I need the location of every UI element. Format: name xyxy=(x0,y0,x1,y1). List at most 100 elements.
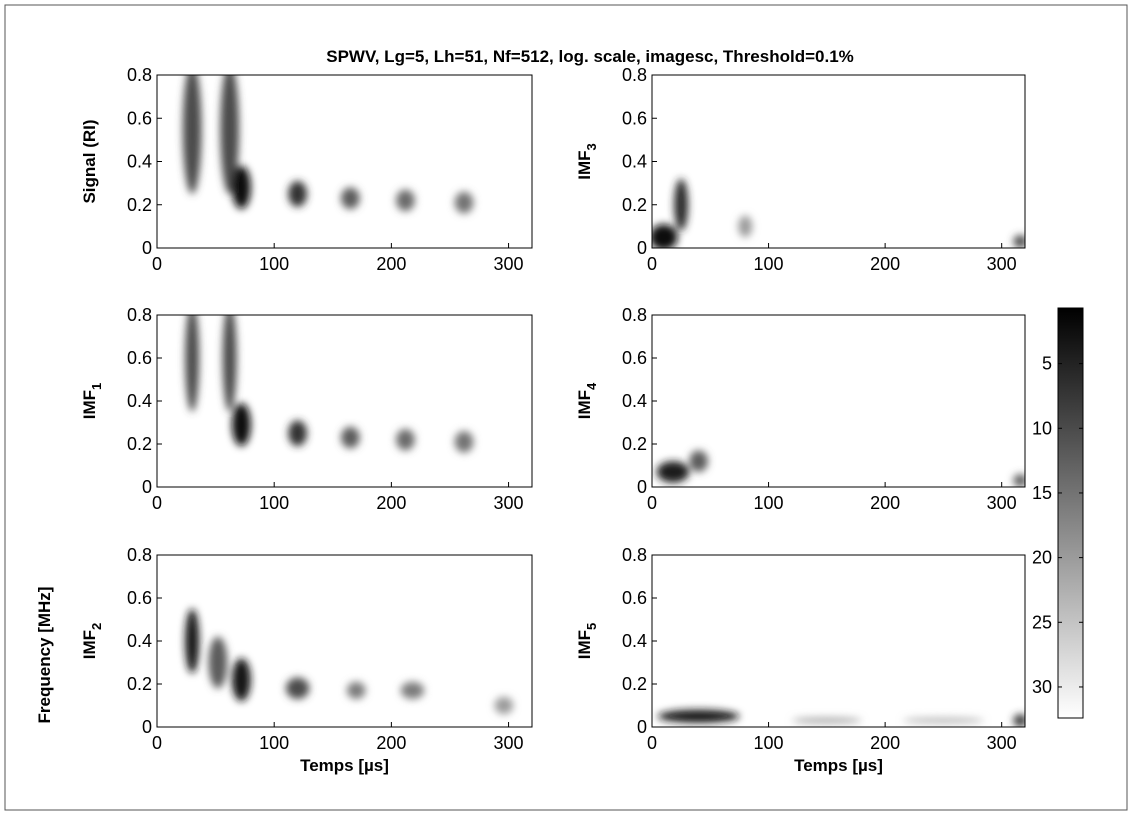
x-tick-label: 100 xyxy=(754,254,784,274)
x-tick-label: 200 xyxy=(376,493,406,513)
y-tick-label: 0.8 xyxy=(622,545,647,565)
y-tick-label: 0.6 xyxy=(127,348,152,368)
x-tick-label: 0 xyxy=(647,254,657,274)
y-label-sub: 1 xyxy=(89,383,104,390)
y-tick-label: 0.2 xyxy=(127,434,152,454)
y-tick-label: 0.4 xyxy=(622,391,647,411)
spot xyxy=(902,717,985,724)
y-tick-label: 0.4 xyxy=(622,152,647,172)
colorbar-tick-label: 10 xyxy=(1032,418,1052,438)
y-tick-label: 0.8 xyxy=(622,65,647,85)
spot xyxy=(288,420,307,447)
y-tick-label: 0.4 xyxy=(127,631,152,651)
colorbar-tick-label: 25 xyxy=(1032,612,1052,632)
plot-area xyxy=(157,75,532,248)
y-tick-label: 0.8 xyxy=(127,305,152,325)
spot xyxy=(494,696,514,715)
plot-area xyxy=(652,315,1025,487)
y-label-sub: 5 xyxy=(584,623,599,630)
y-label-text: Signal (RI) xyxy=(80,119,99,203)
spot xyxy=(454,431,474,453)
y-tick-label: 0.8 xyxy=(127,545,152,565)
y-label-sub: 2 xyxy=(89,623,104,630)
spot xyxy=(396,428,415,451)
spot xyxy=(454,191,474,214)
spot xyxy=(674,178,689,231)
x-tick-label: 300 xyxy=(494,493,524,513)
y-label-text: IMF xyxy=(80,390,99,419)
y-tick-label: 0 xyxy=(142,477,152,497)
y-tick-label: 0.2 xyxy=(622,674,647,694)
y-tick-label: 0.4 xyxy=(127,152,152,172)
spot xyxy=(340,426,360,449)
colorbar-tick-label: 15 xyxy=(1032,483,1052,503)
y-label-text: IMF xyxy=(575,390,594,419)
colorbar-tick-label: 30 xyxy=(1032,677,1052,697)
colorbar-tick-label: 20 xyxy=(1032,548,1052,568)
spot xyxy=(1013,474,1025,487)
x-tick-label: 200 xyxy=(376,254,406,274)
y-tick-label: 0.6 xyxy=(127,108,152,128)
y-axis-label: Frequency [MHz] xyxy=(35,587,54,724)
x-label: Temps [µs] xyxy=(300,756,389,775)
heatmap xyxy=(182,75,474,214)
y-tick-label: 0.6 xyxy=(622,108,647,128)
y-tick-label: 0.2 xyxy=(622,434,647,454)
y-tick-label: 0.4 xyxy=(127,391,152,411)
spot xyxy=(232,165,251,210)
y-label-text: IMF xyxy=(80,630,99,659)
colorbar-tick-label: 5 xyxy=(1042,354,1052,374)
x-tick-label: 300 xyxy=(987,493,1017,513)
y-label: IMF5 xyxy=(575,623,599,660)
heatmap xyxy=(652,178,1025,248)
spot xyxy=(1013,235,1025,248)
heatmap xyxy=(185,608,514,715)
y-tick-label: 0 xyxy=(637,238,647,258)
y-label: IMF2 xyxy=(80,623,104,660)
spot xyxy=(285,677,310,700)
y-tick-label: 0.8 xyxy=(127,65,152,85)
plot-area xyxy=(652,555,1025,727)
spot xyxy=(182,75,202,194)
spot xyxy=(232,658,251,702)
y-label-text: IMF xyxy=(575,150,594,179)
y-label-sub: 4 xyxy=(584,382,599,390)
x-tick-label: 200 xyxy=(376,733,406,753)
spot xyxy=(400,681,425,700)
y-tick-label: 0.6 xyxy=(622,348,647,368)
x-tick-label: 100 xyxy=(754,733,784,753)
spot xyxy=(346,681,366,700)
x-tick-label: 100 xyxy=(754,493,784,513)
x-tick-label: 300 xyxy=(987,733,1017,753)
spot xyxy=(791,717,862,724)
x-tick-label: 100 xyxy=(259,493,289,513)
spot xyxy=(738,215,753,238)
x-tick-label: 300 xyxy=(987,254,1017,274)
y-tick-label: 0.6 xyxy=(622,588,647,608)
spot xyxy=(232,403,251,447)
spot xyxy=(1013,714,1025,727)
spot xyxy=(340,187,360,210)
spot xyxy=(652,224,678,248)
y-tick-label: 0 xyxy=(637,717,647,737)
x-tick-label: 0 xyxy=(647,733,657,753)
y-tick-label: 0.4 xyxy=(622,631,647,651)
spot xyxy=(222,315,237,412)
y-label: IMF3 xyxy=(575,143,599,180)
x-tick-label: 0 xyxy=(647,493,657,513)
colorbar xyxy=(1057,307,1084,719)
spot xyxy=(396,189,415,212)
y-tick-label: 0.2 xyxy=(127,195,152,215)
y-tick-label: 0.2 xyxy=(622,195,647,215)
x-tick-label: 200 xyxy=(870,493,900,513)
spot xyxy=(288,180,307,207)
heatmap xyxy=(656,450,1025,487)
y-tick-label: 0 xyxy=(142,238,152,258)
y-tick-label: 0 xyxy=(637,477,647,497)
x-tick-label: 100 xyxy=(259,733,289,753)
chart-title: SPWV, Lg=5, Lh=51, Nf=512, log. scale, i… xyxy=(326,47,854,66)
x-tick-label: 0 xyxy=(152,733,162,753)
spot xyxy=(656,461,690,483)
x-tick-label: 0 xyxy=(152,493,162,513)
